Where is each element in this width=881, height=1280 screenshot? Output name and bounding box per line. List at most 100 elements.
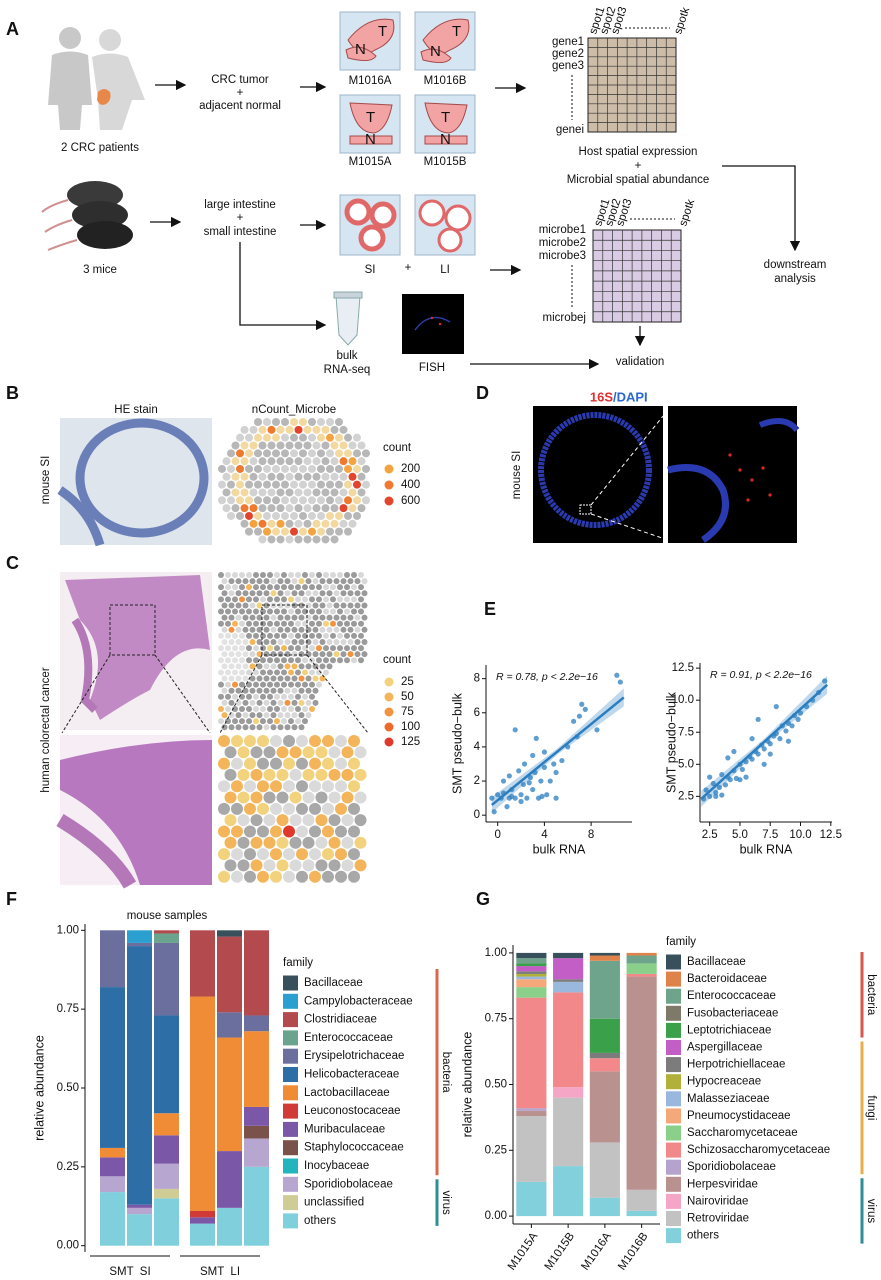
spot [218,735,230,747]
bar-segment [127,1204,152,1208]
legend-dot [384,677,394,687]
point [521,761,528,767]
spot [232,632,238,639]
spot [274,657,280,664]
group-label: SMT LI [200,1266,240,1278]
spot [296,735,308,747]
spot [239,657,245,664]
spot [224,814,237,827]
spot [298,724,305,731]
spot [302,814,315,827]
spot [258,472,267,481]
spot [263,663,270,670]
spot [276,488,285,497]
legend-swatch [666,1142,681,1158]
spot [326,480,334,489]
spot [253,584,259,591]
spot [330,632,336,639]
spot [312,687,319,694]
spot [281,693,287,700]
legend-label: Inocybaceae [304,1160,369,1172]
legend-label: 125 [401,736,420,748]
spot [218,572,224,578]
spot [260,620,266,627]
spot [316,669,322,676]
spot [288,572,294,578]
spot [232,596,238,603]
spot [353,464,361,473]
spot [351,657,357,664]
spot [362,464,370,473]
spot [344,480,352,489]
spot [303,504,312,513]
spot [354,638,361,645]
spot [323,584,329,591]
spot [344,449,352,458]
spot [281,657,287,664]
spot [256,687,263,694]
spot [326,496,334,505]
spot [361,590,368,597]
tissue-tile [339,11,476,154]
spot [237,859,250,872]
bar-segment [553,1087,584,1098]
point [504,804,510,810]
spot [290,464,298,473]
spot [298,699,305,706]
spot [330,425,339,434]
spot [308,511,316,520]
legend-dot [384,737,394,747]
legend-swatch [283,1195,298,1211]
panel-label: E [484,599,496,619]
spot [276,836,289,849]
spot [312,602,319,609]
point [594,727,600,733]
spot [258,519,267,528]
spot [225,620,231,627]
spot [298,663,305,670]
spot [299,464,307,473]
point [559,757,565,764]
legend-label: 200 [401,463,420,475]
spot [228,675,235,682]
spot [249,663,256,670]
spot [348,519,357,528]
y-tick-label: 0.75 [57,1003,79,1015]
spot [285,535,294,544]
spot [340,651,347,658]
spot [242,687,249,694]
spot [298,590,305,597]
spot [218,632,224,639]
bar-segment [244,1015,269,1032]
spot [263,675,270,682]
spot [308,464,316,473]
spot [274,645,280,652]
legend-group-label: fungi [865,1095,877,1120]
y-tick-label: 0.50 [485,1079,507,1091]
bar-segment [100,1147,125,1158]
spot [260,657,266,664]
spot [270,675,277,682]
spot [254,464,262,473]
spot [272,418,280,426]
spot [249,519,258,528]
spot [295,596,301,603]
bar-segment [244,1106,269,1126]
spot [326,511,334,520]
legend-label: Campylobacteraceae [304,995,413,1007]
spot [309,802,321,815]
x-tick-label: 5.0 [732,829,748,841]
bar-segment [100,1176,125,1193]
tissue-label: LI [440,264,450,276]
spot [333,626,340,633]
spot [335,464,343,473]
annotation: R = 0.91, p < 2.2e−16 [710,669,812,681]
spot [288,620,294,627]
spot [235,699,242,706]
spot [228,663,235,670]
spot [246,645,252,652]
spot [249,614,256,621]
spot [276,457,285,466]
spot [239,584,245,591]
bar-segment [100,1157,125,1177]
